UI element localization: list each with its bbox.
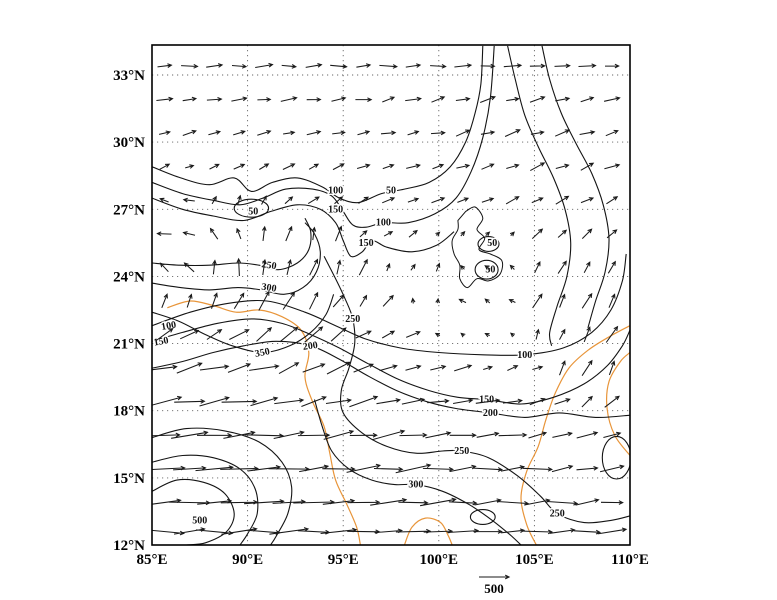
contour-label: 100 — [160, 320, 177, 333]
wind-arrows-layer — [152, 62, 628, 536]
x-tick-label: 95°E — [328, 552, 359, 568]
contour-layer — [152, 45, 630, 545]
contour-label: 150 — [359, 238, 374, 249]
contour-label: 300 — [261, 282, 277, 295]
contour-label: 500 — [192, 515, 207, 526]
x-tick-label: 85°E — [136, 552, 167, 568]
x-tick-label: 110°E — [611, 552, 649, 568]
x-tick-label: 105°E — [515, 552, 554, 568]
contour-label: 250 — [454, 446, 469, 457]
contour-label: 100 — [376, 218, 391, 229]
contour-label: 50 — [386, 185, 396, 196]
contour-label: 150 — [153, 335, 170, 348]
contour-label: 150 — [328, 204, 343, 215]
contour-label: 200 — [302, 340, 318, 353]
contour-label: 100 — [517, 350, 532, 361]
y-tick-label: 18°N — [113, 404, 145, 420]
contour-label: 50 — [487, 238, 497, 249]
contour-label: 50 — [248, 207, 258, 218]
contour-label: 250 — [550, 509, 565, 520]
y-tick-label: 12°N — [113, 538, 145, 554]
y-tick-label: 27°N — [113, 202, 145, 218]
map-frame — [151, 44, 631, 546]
contour-label: 150 — [479, 395, 494, 406]
region-outline — [451, 206, 504, 289]
contour-label: 100 — [328, 185, 343, 196]
contour-label: 250 — [345, 314, 360, 325]
y-tick-label: 21°N — [113, 337, 145, 353]
axis-labels: 12°N 15°N 18°N 21°N 24°N 27°N 30°N 33°N 85°E 90°E… — [113, 68, 649, 568]
contour-label: 350 — [254, 346, 271, 360]
y-tick-label: 15°N — [113, 471, 145, 487]
y-tick-label: 30°N — [113, 135, 145, 151]
contour-label: 300 — [408, 480, 423, 491]
y-tick-label: 24°N — [113, 269, 145, 285]
x-tick-label: 100°E — [420, 552, 459, 568]
x-tick-label: 90°E — [232, 552, 263, 568]
boundary-lines-orange — [167, 300, 630, 545]
reference-vector: 500 — [479, 574, 511, 596]
y-tick-label: 33°N — [113, 68, 145, 84]
reference-vector-label: 500 — [484, 581, 504, 596]
contour-label: 200 — [483, 408, 498, 419]
